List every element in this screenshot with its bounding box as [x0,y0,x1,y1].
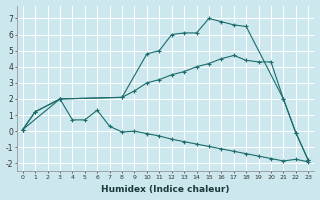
X-axis label: Humidex (Indice chaleur): Humidex (Indice chaleur) [101,185,230,194]
